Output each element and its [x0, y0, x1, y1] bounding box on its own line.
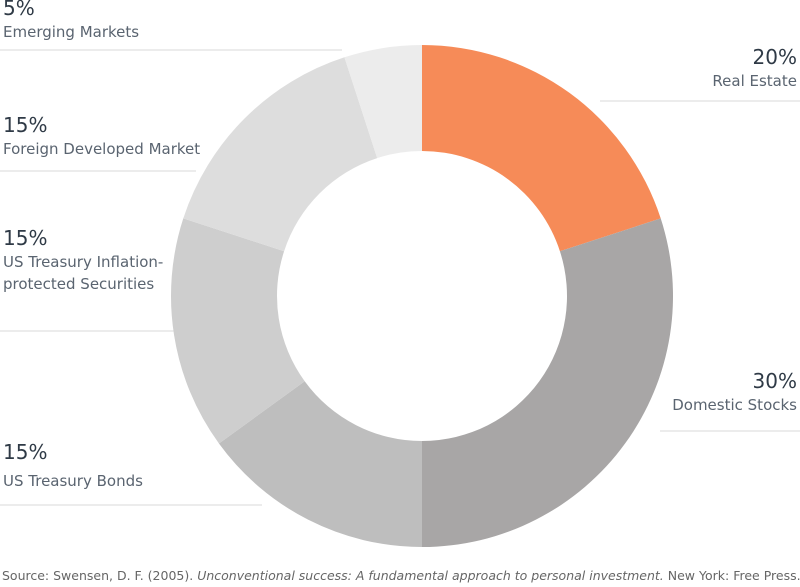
donut-slice	[344, 45, 422, 159]
value-label: 15%	[3, 113, 48, 137]
slice-label: 5% Emerging Markets	[3, 0, 139, 43]
donut-slice	[183, 57, 378, 252]
value-label: 20%	[752, 45, 797, 69]
value-label: 5%	[3, 0, 35, 20]
category-label: Domestic Stocks	[672, 396, 797, 414]
category-label: Foreign Developed Market	[3, 140, 201, 158]
category-label: Real Estate	[712, 72, 797, 90]
source-title: Unconventional success: A fundamental ap…	[197, 568, 664, 583]
slice-label: 30% Domestic Stocks	[672, 368, 797, 416]
value-label: 30%	[752, 369, 797, 393]
donut-slice	[218, 381, 422, 547]
donut-slice	[171, 218, 305, 444]
donut-slice	[422, 218, 673, 547]
category-label: US Treasury Bonds	[3, 472, 143, 490]
value-label: 15%	[3, 226, 48, 250]
source-prefix: Source: Swensen, D. F. (2005).	[2, 568, 198, 583]
slice-label: 15% US Treasury Inflation-protected Secur…	[3, 225, 173, 295]
category-label: Emerging Markets	[3, 23, 140, 41]
slice-label: 15% US Treasury Bonds	[3, 439, 143, 492]
slice-label: 20% Real Estate	[712, 44, 797, 92]
slice-label: 15% Foreign Developed Market	[3, 112, 200, 160]
value-label: 15%	[3, 440, 48, 464]
source-suffix: New York: Free Press.	[663, 568, 800, 583]
leader-lines	[0, 49, 800, 506]
source: Source: Swensen, D. F. (2005). Unconvent…	[2, 568, 800, 583]
donut-slice	[422, 45, 661, 252]
category-label: US Treasury Inflation-protected Securiti…	[3, 253, 164, 293]
